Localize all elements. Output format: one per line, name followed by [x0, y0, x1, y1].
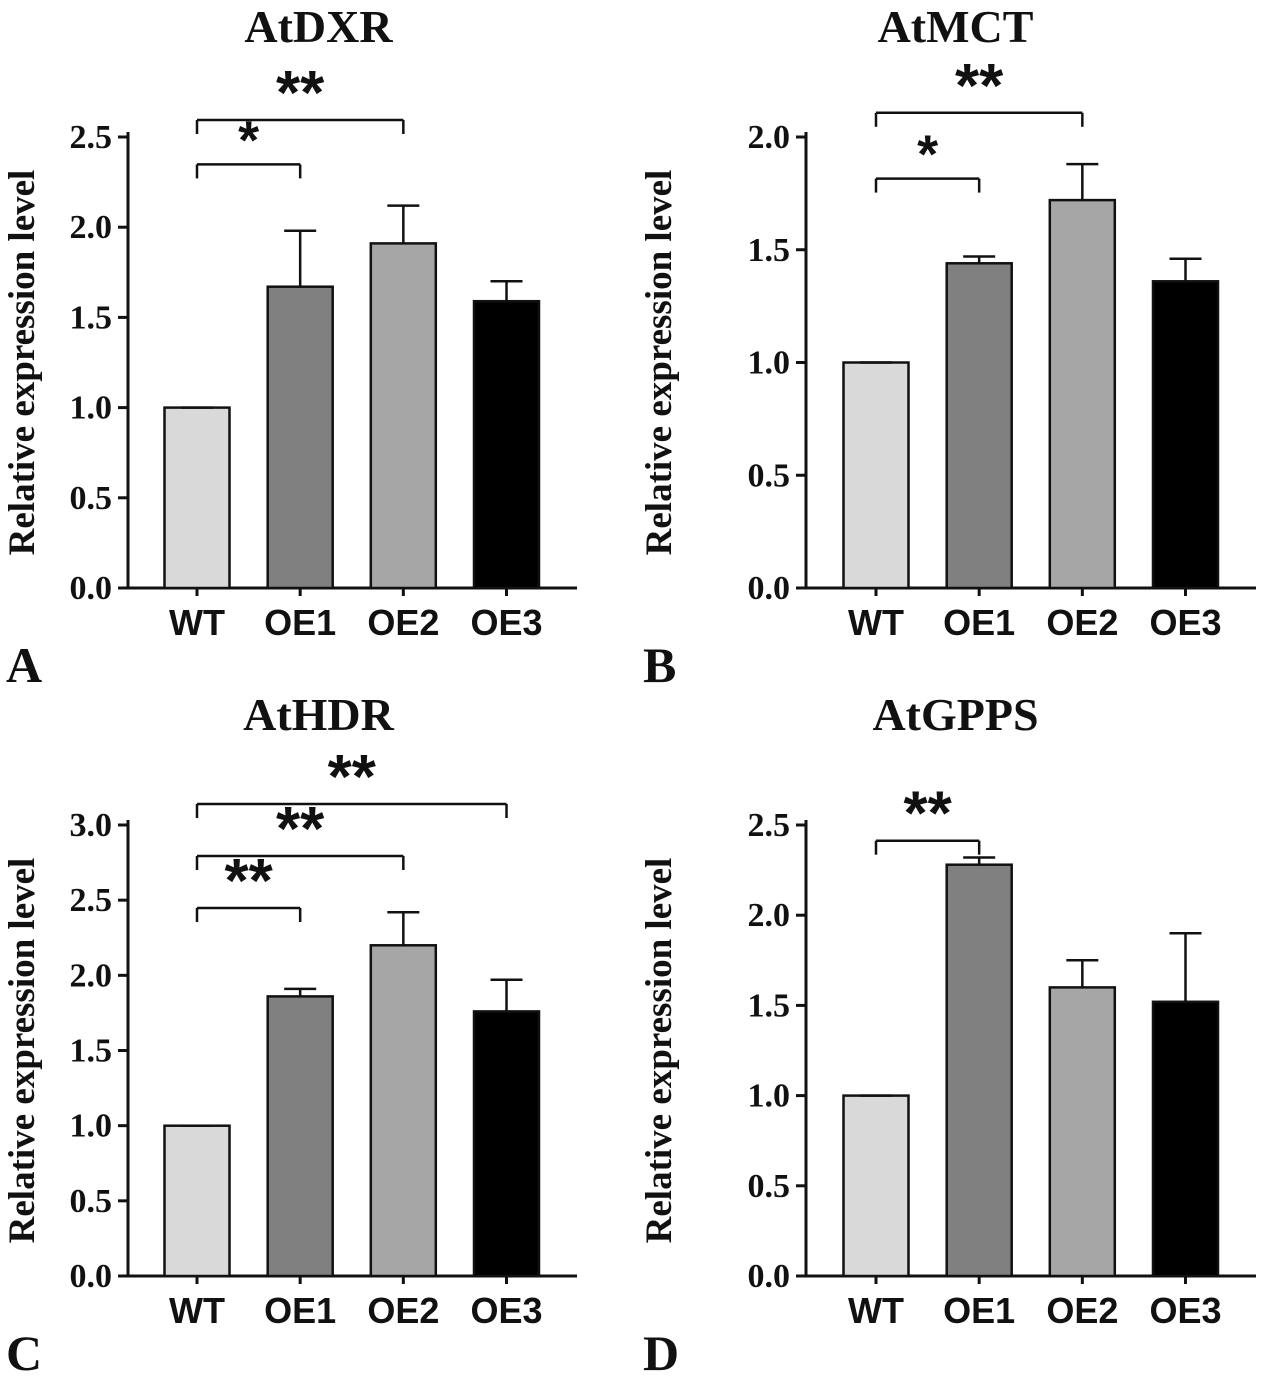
svg-text:0.5: 0.5	[70, 1183, 113, 1220]
svg-text:**: **	[328, 743, 377, 812]
svg-text:**: **	[276, 59, 325, 128]
svg-text:Relative expression level: Relative expression level	[639, 170, 680, 556]
svg-text:WT: WT	[848, 1290, 904, 1331]
svg-text:0.5: 0.5	[748, 1168, 791, 1205]
svg-text:0.0: 0.0	[748, 570, 791, 607]
svg-text:OE3: OE3	[470, 1290, 542, 1331]
svg-text:3.0: 3.0	[70, 807, 113, 844]
svg-text:OE1: OE1	[264, 602, 336, 643]
svg-text:AtGPPS: AtGPPS	[872, 689, 1038, 740]
svg-text:**: **	[903, 780, 952, 849]
svg-text:2.0: 2.0	[748, 119, 791, 156]
svg-text:OE3: OE3	[470, 602, 542, 643]
svg-text:1.5: 1.5	[748, 987, 791, 1024]
svg-text:2.0: 2.0	[70, 209, 113, 246]
svg-text:0.5: 0.5	[70, 480, 113, 517]
svg-text:D: D	[643, 1325, 679, 1376]
svg-text:OE3: OE3	[1149, 1290, 1221, 1331]
svg-text:Relative expression level: Relative expression level	[2, 170, 43, 556]
svg-text:1.5: 1.5	[748, 232, 791, 269]
svg-text:WT: WT	[169, 602, 225, 643]
svg-text:2.0: 2.0	[70, 957, 113, 994]
svg-text:1.0: 1.0	[748, 1078, 791, 1115]
svg-text:AtMCT: AtMCT	[878, 1, 1034, 52]
svg-text:A: A	[6, 637, 42, 688]
svg-text:OE2: OE2	[367, 602, 439, 643]
svg-text:AtDXR: AtDXR	[244, 1, 393, 52]
svg-text:OE2: OE2	[367, 1290, 439, 1331]
svg-text:AtHDR: AtHDR	[243, 689, 395, 740]
svg-text:*: *	[917, 125, 938, 185]
svg-text:WT: WT	[848, 602, 904, 643]
svg-text:2.5: 2.5	[70, 882, 113, 919]
svg-text:**: **	[276, 795, 325, 864]
svg-text:**: **	[224, 847, 273, 916]
svg-text:0.0: 0.0	[70, 1258, 113, 1295]
svg-text:OE1: OE1	[943, 1290, 1015, 1331]
svg-text:1.0: 1.0	[748, 345, 791, 382]
svg-text:1.0: 1.0	[70, 390, 113, 427]
svg-text:2.0: 2.0	[748, 897, 791, 934]
svg-text:OE1: OE1	[943, 602, 1015, 643]
svg-text:OE2: OE2	[1046, 1290, 1118, 1331]
svg-text:0.0: 0.0	[748, 1258, 791, 1295]
svg-text:OE3: OE3	[1149, 602, 1221, 643]
svg-text:Relative expression level: Relative expression level	[2, 858, 43, 1244]
svg-text:0.5: 0.5	[748, 457, 791, 494]
svg-text:0.0: 0.0	[70, 570, 113, 607]
svg-text:Relative expression level: Relative expression level	[639, 858, 680, 1244]
svg-text:2.5: 2.5	[70, 119, 113, 156]
svg-text:OE1: OE1	[264, 1290, 336, 1331]
svg-text:1.0: 1.0	[70, 1108, 113, 1145]
svg-text:1.5: 1.5	[70, 299, 113, 336]
svg-text:2.5: 2.5	[748, 807, 791, 844]
svg-text:B: B	[643, 637, 676, 688]
svg-text:WT: WT	[169, 1290, 225, 1331]
svg-text:C: C	[6, 1325, 42, 1376]
svg-text:1.5: 1.5	[70, 1033, 113, 1070]
svg-text:OE2: OE2	[1046, 602, 1118, 643]
svg-text:**: **	[955, 52, 1004, 121]
